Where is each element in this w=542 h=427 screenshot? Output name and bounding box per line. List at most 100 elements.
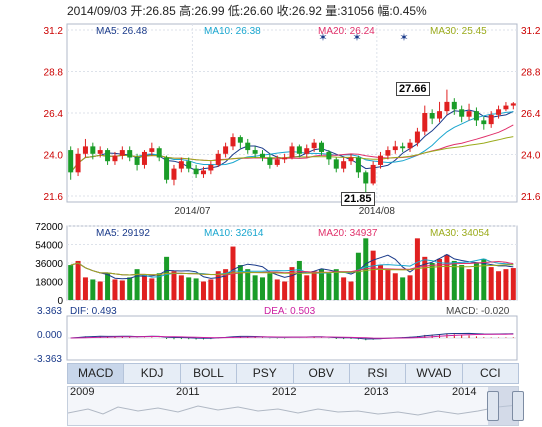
volume-bar [378, 265, 384, 300]
candle-body [355, 157, 361, 173]
navigator-left-handle[interactable] [487, 391, 499, 421]
indicator-tabs: MACD KDJ BOLL PSY OBV RSI WVAD CCI [67, 363, 519, 384]
volume-bar [215, 271, 221, 300]
volume-ma5-line [70, 253, 514, 280]
high-value: 26.99 [194, 4, 225, 18]
volume-bar [178, 275, 184, 300]
period-low-label: 21.85 [341, 192, 375, 206]
candle-body [223, 146, 229, 154]
candle-body [245, 142, 251, 151]
volume-value: 31056 [340, 4, 374, 18]
x-tick-label: 2014/07 [174, 206, 211, 217]
candle-body [304, 148, 310, 154]
candle-body [149, 148, 155, 152]
price-tick-right: 21.6 [521, 192, 541, 203]
candle-body [127, 150, 133, 158]
volume-bar [82, 277, 88, 300]
candle-body [119, 150, 125, 156]
candle-body [68, 150, 74, 173]
volume-bar [437, 258, 443, 300]
low-label: 低: [227, 4, 244, 18]
volume-bar [341, 277, 347, 300]
candle-body [385, 150, 391, 156]
tab-psy[interactable]: PSY [237, 364, 294, 383]
volume-bar [503, 269, 509, 300]
volume-bar [488, 267, 494, 300]
candle-body [252, 150, 258, 154]
candle-body [473, 111, 479, 121]
navigator-history-line [68, 404, 518, 416]
navigator-year-2013: 2013 [364, 386, 389, 398]
volume-bar [223, 269, 229, 300]
candle-body [186, 161, 192, 169]
candle-body [407, 142, 413, 149]
price-tick-left: 21.6 [44, 192, 64, 203]
volume-bar [289, 267, 295, 300]
low-value: 26.60 [243, 4, 274, 18]
change-value: 0.45% [392, 4, 427, 18]
volume-ma5: MA5: 29192 [96, 228, 150, 239]
tab-cci[interactable]: CCI [479, 366, 501, 380]
candle-body [75, 153, 81, 173]
volume-bar [392, 273, 398, 300]
tab-obv[interactable]: OBV [294, 364, 350, 383]
macd-tick-zero: 0.000 [36, 330, 62, 341]
candle-body [510, 103, 516, 106]
navigator-right-handle[interactable] [512, 391, 524, 421]
volume-bar [385, 269, 391, 300]
open-label: 开: [130, 4, 146, 18]
candle-body [134, 157, 140, 165]
volume-ma10-line [70, 258, 514, 278]
volume-bar [451, 260, 457, 300]
tab-wvad[interactable]: WVAD [406, 364, 463, 383]
change-label: 幅: [377, 4, 393, 18]
navigator-year-2009: 2009 [70, 386, 95, 398]
volume-tick: 36000 [35, 259, 63, 270]
close-value: 26.92 [291, 4, 322, 18]
candle-body [326, 151, 332, 160]
candle-body [215, 153, 221, 165]
candle-body [422, 113, 428, 132]
range-navigator[interactable] [67, 386, 519, 426]
candle-body [289, 146, 295, 158]
volume-bar [510, 268, 516, 300]
volume-bar [149, 278, 155, 300]
candle-body [363, 172, 369, 184]
period-high-label: 27.66 [396, 82, 430, 96]
tab-kdj[interactable]: KDJ [124, 364, 181, 383]
volume-bar [156, 273, 162, 300]
price-tick-right: 31.2 [521, 26, 541, 37]
tab-rsi[interactable]: RSI [350, 364, 407, 383]
price-tick-left: 24.0 [44, 151, 64, 162]
macd-dea: DEA: 0.503 [264, 306, 316, 317]
candle-body [282, 157, 288, 160]
tab-boll[interactable]: BOLL [181, 364, 238, 383]
volume-tick: 0 [57, 296, 63, 307]
candle-body [311, 142, 317, 149]
volume-bar [141, 274, 147, 300]
macd-tick-bottom: -3.363 [33, 354, 62, 365]
volume-tick: 18000 [35, 278, 63, 289]
event-marker-icon: ✶ [352, 32, 361, 44]
candle-body [259, 153, 265, 158]
volume-bar [259, 277, 265, 300]
volume-bar [422, 256, 428, 300]
macd-tick-top: 3.363 [36, 306, 62, 317]
candle-body [200, 170, 206, 175]
tab-macd[interactable]: MACD [68, 364, 125, 383]
volume-bar [105, 273, 111, 300]
candle-body [481, 120, 487, 125]
navigator-year-2014: 2014 [452, 386, 477, 398]
price-ma5: MA5: 26.48 [96, 26, 148, 37]
candle-body [230, 137, 236, 147]
candle-body [171, 168, 177, 180]
volume-bar [407, 275, 413, 300]
volume-bar [348, 281, 354, 300]
volume-bar [370, 250, 376, 300]
candle-body [496, 109, 502, 115]
price-tick-left: 26.4 [44, 109, 64, 120]
volume-bar [326, 273, 332, 300]
volume-bar [319, 269, 325, 300]
